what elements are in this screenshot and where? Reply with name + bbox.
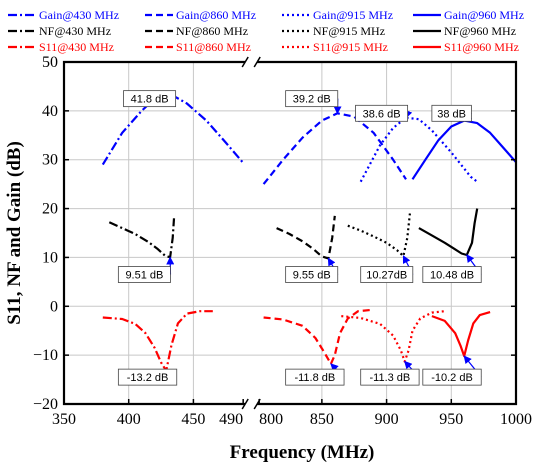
legend-label: S11@430 MHz [39,40,114,54]
legend-label: Gain@915 MHz [313,8,393,22]
legend-label: NF@430 MHz [39,24,111,38]
annotation-box [431,104,472,122]
annotation-box [285,368,345,386]
series-line [431,311,491,358]
y-tick-label: 0 [50,298,58,315]
x-tick-label: 800 [259,411,283,428]
annotation-box [360,368,420,386]
annotation-label: 9.55 dB [293,270,331,282]
x-tick-label: 350 [52,411,76,428]
series-line [108,218,176,259]
y-tick-label: −20 [33,396,58,413]
annotation-label: -10.2 dB [431,372,473,384]
y-axis-title: S11, NF and Gain (dB) [4,141,25,325]
series-line [347,213,411,258]
annotation-box [422,368,482,386]
annotation-box [285,90,339,108]
legend-label: Gain@860 MHz [176,8,256,22]
y-tick-label: 30 [42,152,58,169]
annotation-label: -13.2 dB [127,372,169,384]
legend: Gain@430 MHz Gain@860 MHz Gain@915 MHz Gain… [8,8,524,54]
series-line [102,310,213,372]
annotation-box [360,266,414,283]
series-line [263,308,374,365]
annotation-label: -11.3 dB [370,372,411,384]
legend-label: NF@960 MHz [444,24,516,38]
annotation-label: 38.6 dB [363,108,401,120]
y-tick-label: −10 [33,347,58,364]
y-tick-label: 10 [42,249,58,266]
series-line [341,310,445,363]
annotation-box [422,266,482,283]
x-tick-label: 1000 [500,411,532,428]
frame-left [62,60,246,406]
series-line [276,215,336,260]
annotation-box [117,266,171,283]
x-tick-label: 490 [219,411,243,428]
x-tick-label: 850 [310,411,334,428]
annotations: 41.8 dB 39.2 dB 38.6 dB 38 dB 9.51 dB 9.55 dB… [117,90,482,386]
annotation-label: -11.8 dB [294,372,335,384]
x-tick-label: 450 [181,411,205,428]
annotation-box [123,90,177,108]
annotation-label: 10.27dB [366,270,407,282]
series-line [101,92,244,166]
x-tick-label: 950 [439,411,463,428]
x-tick-label: 900 [375,411,399,428]
series-line [418,208,479,257]
annotation-label: 9.51 dB [125,270,163,282]
annotation-label: 41.8 dB [131,94,169,106]
axes: −20 −10 0 10 20 30 40 50 350 400 450 490 800 850 900 95… [33,54,532,428]
legend-label: Gain@430 MHz [39,8,119,22]
axis-break-mark [241,56,249,68]
annotation-box [285,266,339,283]
series-line [359,116,478,183]
legend-label: S11@915 MHz [313,40,388,54]
annotation-label: 38 dB [437,108,466,120]
axis-break-mark [253,56,261,68]
x-axis-title: Frequency (MHz) [230,442,375,463]
annotation-label: 10.48 dB [430,270,474,282]
y-tick-label: 50 [42,54,58,71]
annotation-label: 39.2 dB [293,94,331,106]
annotation-box [117,368,178,386]
series-line [411,119,517,180]
series-lines [101,92,517,372]
x-tick-label: 400 [117,411,141,428]
legend-label: S11@960 MHz [444,40,519,54]
axis-break-mark [241,398,249,410]
y-tick-label: 40 [42,103,58,120]
annotation-box [355,104,409,122]
legend-label: S11@860 MHz [176,40,251,54]
y-tick-label: 20 [42,201,58,218]
legend-label: NF@860 MHz [176,24,248,38]
series-line [262,112,407,185]
legend-label: NF@915 MHz [313,24,385,38]
legend-label: Gain@960 MHz [444,8,524,22]
